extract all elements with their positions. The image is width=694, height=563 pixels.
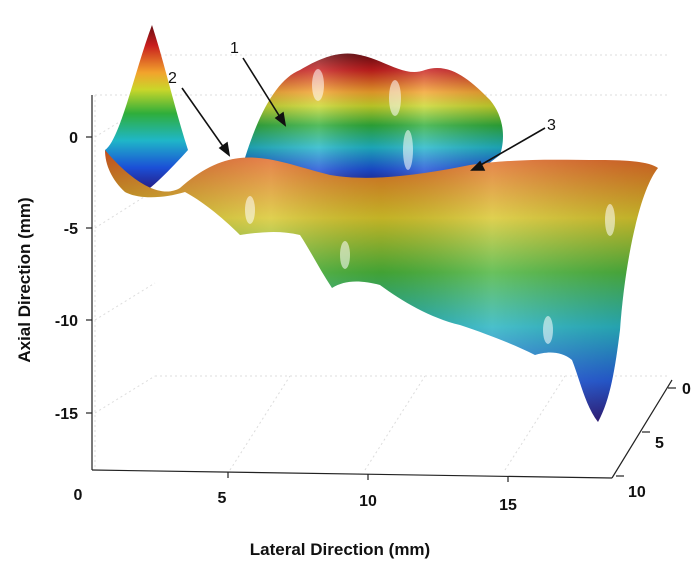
x-axis-line (91, 469, 613, 479)
z-tick-label: 5 (655, 435, 664, 452)
y-tick-label: -10 (55, 313, 78, 330)
z-axis-line (611, 379, 673, 479)
annotation-3: 3 (547, 117, 556, 134)
axes (86, 95, 676, 482)
x-tick-label: 0 (74, 487, 83, 504)
x-axis-label: Lateral Direction (mm) (250, 540, 430, 559)
surface-spike (105, 25, 188, 195)
surface-highlights (245, 69, 615, 344)
annotation-1: 1 (230, 40, 239, 57)
surface-back-shade (240, 53, 503, 192)
y-axis-label: Axial Direction (mm) (15, 197, 34, 362)
y-tick-label: 0 (69, 130, 78, 147)
annotation-arrows (181, 57, 546, 171)
x-tick-label: 15 (499, 497, 517, 514)
z-tick-label: 10 (628, 484, 646, 501)
x-tick-label: 5 (218, 490, 227, 507)
surface-front-shade (105, 150, 658, 422)
annotation-2: 2 (168, 70, 177, 87)
y-tick-label: -5 (64, 221, 78, 238)
z-tick-label: 0 (682, 381, 691, 398)
x-tick-label: 10 (359, 493, 377, 510)
y-tick-label: -15 (55, 406, 78, 423)
